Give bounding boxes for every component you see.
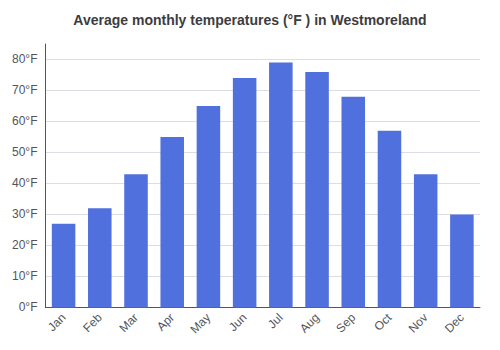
svg-text:Jun: Jun — [226, 311, 250, 335]
svg-text:80°F: 80°F — [12, 52, 37, 66]
svg-text:20°F: 20°F — [12, 238, 37, 252]
svg-text:Aug: Aug — [297, 311, 322, 336]
svg-text:30°F: 30°F — [12, 207, 37, 221]
svg-text:Jul: Jul — [265, 311, 286, 332]
svg-text:May: May — [187, 311, 213, 337]
svg-text:Oct: Oct — [371, 310, 395, 334]
svg-text:70°F: 70°F — [12, 83, 37, 97]
svg-text:0°F: 0°F — [19, 300, 38, 314]
svg-text:Mar: Mar — [116, 311, 141, 335]
svg-text:Dec: Dec — [442, 311, 467, 336]
svg-text:Sep: Sep — [333, 310, 358, 335]
svg-text:Jan: Jan — [45, 311, 69, 335]
svg-text:Nov: Nov — [406, 311, 431, 336]
svg-text:40°F: 40°F — [12, 176, 37, 190]
svg-text:10°F: 10°F — [12, 269, 37, 283]
svg-text:Average monthly temperatures (: Average monthly temperatures (°F ) in We… — [73, 12, 426, 28]
svg-text:60°F: 60°F — [12, 114, 37, 128]
svg-text:Feb: Feb — [80, 310, 105, 335]
svg-text:50°F: 50°F — [12, 145, 37, 159]
svg-text:Apr: Apr — [154, 311, 177, 334]
